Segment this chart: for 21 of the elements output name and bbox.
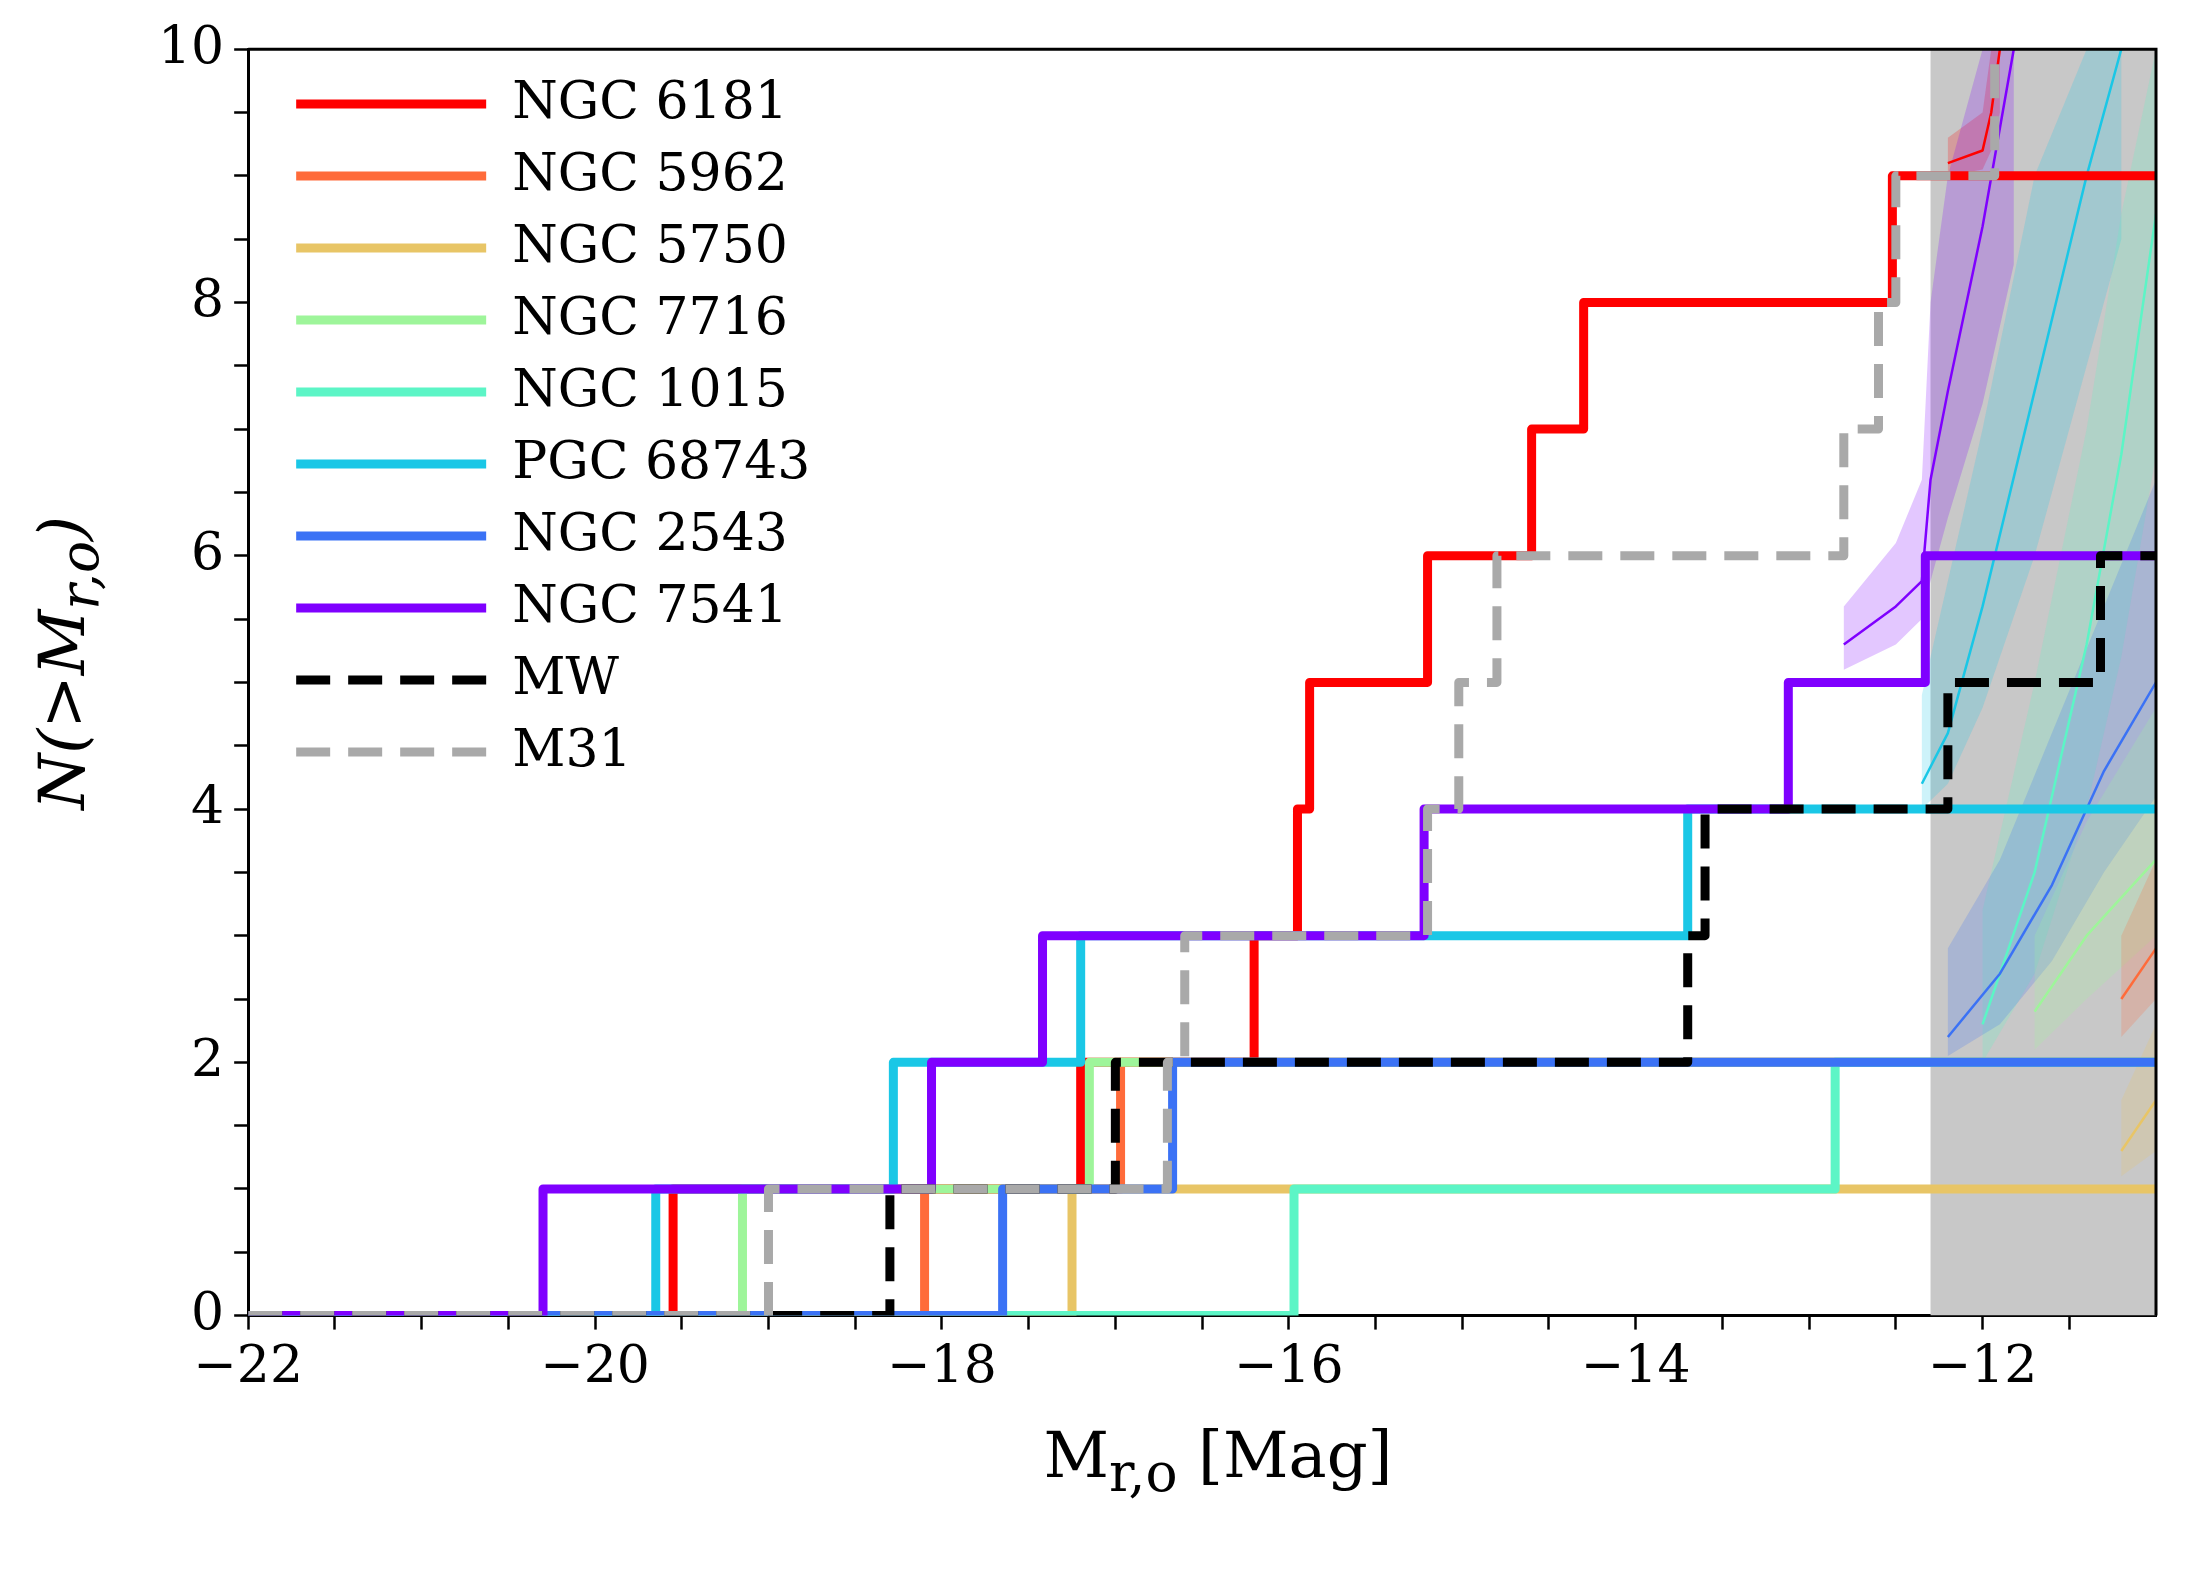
x-tick-label: −18 (887, 1334, 997, 1395)
legend-label: NGC 5962 (512, 141, 788, 202)
legend-label: NGC 7716 (512, 285, 788, 346)
x-tick-label: −20 (540, 1334, 650, 1395)
legend-label: NGC 7541 (512, 573, 788, 634)
legend-label: M31 (512, 717, 632, 778)
y-tick-label: 6 (191, 521, 225, 582)
legend-label: PGC 68743 (512, 429, 811, 490)
legend-label: NGC 5750 (512, 213, 788, 274)
y-tick-label: 4 (191, 774, 225, 835)
x-tick-label: −14 (1580, 1334, 1691, 1395)
legend-label: NGC 6181 (512, 69, 788, 130)
x-tick-label: −16 (1233, 1334, 1344, 1395)
y-tick-label: 10 (158, 14, 225, 75)
y-tick-label: 8 (191, 268, 225, 328)
legend-label: MW (512, 645, 620, 706)
x-axis-title: M$_{r,o}$ [Mag] (1042, 1418, 1394, 1504)
y-tick-label: 2 (191, 1027, 225, 1088)
x-tick-label: −12 (1927, 1334, 2038, 1395)
legend-label: NGC 2543 (512, 501, 788, 562)
legend-label: NGC 1015 (512, 357, 788, 418)
